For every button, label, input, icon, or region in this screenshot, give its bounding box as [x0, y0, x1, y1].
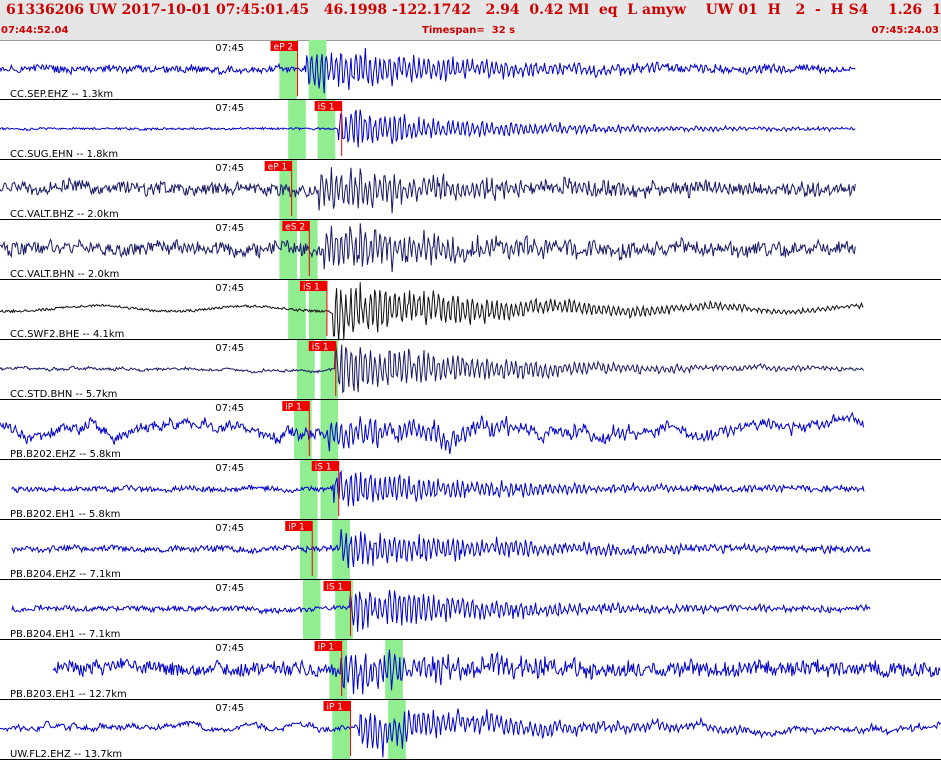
phase-pick-flag	[282, 401, 310, 411]
phase-pick-label: iP 1	[326, 703, 343, 713]
phase-pick-flag	[299, 281, 327, 291]
channel-label: CC.VALT.BHN -- 2.0km	[10, 269, 119, 280]
waveform-trace	[0, 411, 864, 455]
waveform-trace	[0, 342, 864, 394]
seismogram-panel: 07:45 eP 2 CC.SEP.EHZ -- 1.3km 07:45 iS 1 CC.…	[0, 40, 941, 760]
analysis-window	[320, 400, 339, 460]
channel-label: PB.B204.EH1 -- 7.1km	[10, 629, 120, 640]
channel-label: PB.B204.EHZ -- 7.1km	[10, 569, 121, 580]
minute-marker-label: 07:45	[215, 43, 244, 54]
analysis-window	[308, 280, 327, 340]
phase-pick-flag	[285, 521, 313, 531]
analysis-window	[335, 580, 353, 640]
phase-pick-label: eS 2	[285, 223, 305, 233]
minute-marker-label: 07:45	[215, 703, 244, 714]
timespan-label: Timespan= 32 s	[422, 25, 516, 36]
minute-marker-label: 07:45	[215, 523, 244, 534]
minute-marker-label: 07:45	[215, 343, 244, 354]
minute-marker-label: 07:45	[215, 103, 244, 114]
minute-marker-label: 07:45	[215, 283, 244, 294]
phase-pick-flag	[314, 641, 342, 651]
phase-pick-label: iS 1	[318, 103, 335, 113]
waveform-trace	[0, 167, 856, 214]
phase-pick-label: iS 1	[312, 343, 329, 353]
channel-label: PB.B202.EH1 -- 5.8km	[10, 509, 120, 520]
waveform-trace	[0, 109, 856, 148]
waveform-trace	[0, 282, 864, 341]
phase-pick-flag	[282, 221, 310, 231]
phase-pick-label: eP 1	[268, 163, 288, 173]
minute-marker-label: 07:45	[215, 583, 244, 594]
analysis-window	[388, 700, 406, 760]
phase-pick-flag	[314, 101, 342, 111]
phase-pick-label: iP 1	[285, 403, 302, 413]
phase-pick-flag	[323, 581, 351, 591]
phase-pick-flag	[264, 161, 292, 171]
channel-label: CC.VALT.BHZ -- 2.0km	[10, 209, 119, 220]
waveform-trace	[11, 528, 871, 569]
event-header: 61336206 UW 2017-10-01 07:45:01.45 46.19…	[0, 0, 941, 41]
waveform-trace	[0, 708, 941, 758]
minute-marker-label: 07:45	[215, 163, 244, 174]
minute-marker-label: 07:45	[215, 643, 244, 654]
minute-marker-label: 07:45	[215, 223, 244, 234]
analysis-window	[299, 520, 318, 580]
waveform-trace	[0, 47, 856, 94]
analysis-window	[320, 460, 339, 520]
phase-pick-label: iS 1	[315, 463, 332, 473]
analysis-window	[332, 700, 350, 760]
minute-marker-label: 07:45	[215, 403, 244, 414]
phase-pick-label: iP 1	[288, 523, 305, 533]
phase-pick-label: iP 1	[318, 643, 335, 653]
channel-label: PB.B203.EH1 -- 12.7km	[10, 689, 127, 700]
phase-pick-flag	[311, 461, 339, 471]
channel-label: CC.STD.BHN -- 5.7km	[10, 389, 117, 400]
end-time: 07:45:24.03	[871, 25, 939, 36]
analysis-window	[288, 100, 306, 160]
phase-pick-label: iS 1	[326, 583, 343, 593]
minute-marker-label: 07:45	[215, 463, 244, 474]
phase-pick-label: eP 2	[274, 43, 294, 53]
phase-pick-label: iS 1	[303, 283, 320, 293]
analysis-window	[297, 340, 315, 400]
waveform-trace	[52, 649, 941, 695]
event-summary-title: 61336206 UW 2017-10-01 07:45:01.45 46.19…	[6, 2, 941, 18]
channel-label: CC.SEP.EHZ -- 1.3km	[10, 89, 113, 100]
analysis-window	[294, 400, 312, 460]
channel-label: CC.SUG.EHN -- 1.8km	[10, 149, 118, 160]
channel-label: PB.B202.EHZ -- 5.8km	[10, 449, 121, 460]
phase-pick-flag	[308, 341, 336, 351]
analysis-window	[279, 220, 298, 280]
channel-label: CC.SWF2.BHE -- 4.1km	[10, 329, 124, 340]
start-time: 07:44:52.04	[1, 25, 69, 36]
analysis-window	[320, 340, 339, 400]
phase-pick-flag	[270, 41, 298, 51]
analysis-window	[332, 520, 350, 580]
waveform-trace	[0, 223, 856, 273]
waveform-trace	[11, 469, 865, 507]
waveform-trace	[11, 589, 871, 632]
channel-label: UW.FL2.EHZ -- 13.7km	[10, 749, 122, 760]
phase-pick-flag	[323, 701, 351, 711]
